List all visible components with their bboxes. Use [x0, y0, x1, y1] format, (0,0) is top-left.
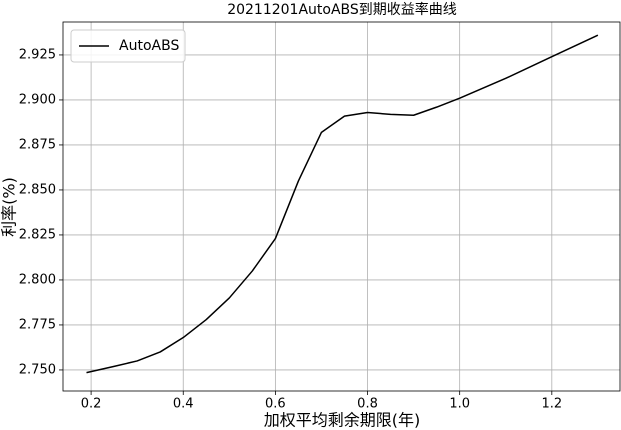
y-tick-label: 2.750 — [19, 362, 56, 377]
y-tick-label: 2.825 — [19, 227, 56, 242]
chart-title: 20211201AutoABS到期收益率曲线 — [227, 1, 457, 18]
x-tick-label: 0.4 — [173, 397, 194, 412]
y-tick-label: 2.925 — [19, 47, 56, 62]
y-axis-label: 利率(%) — [0, 177, 19, 237]
legend-box — [70, 29, 186, 63]
plot-frame — [62, 21, 621, 392]
data-line — [86, 34, 599, 374]
y-tick-label: 2.850 — [19, 182, 56, 197]
legend-label: AutoABS — [119, 38, 179, 54]
x-tick-label: 0.2 — [81, 397, 102, 412]
x-tick-label: 0.8 — [357, 397, 378, 412]
x-tick-label: 0.6 — [265, 397, 286, 412]
y-tick-label: 2.775 — [19, 317, 56, 332]
x-axis-label: 加权平均剩余期限(年) — [264, 411, 421, 430]
y-tick-label: 2.875 — [19, 137, 56, 152]
x-tick-label: 1.0 — [449, 397, 470, 412]
y-tick-label: 2.800 — [19, 272, 56, 287]
x-tick-label: 1.2 — [541, 397, 562, 412]
y-tick-label: 2.900 — [19, 92, 56, 107]
